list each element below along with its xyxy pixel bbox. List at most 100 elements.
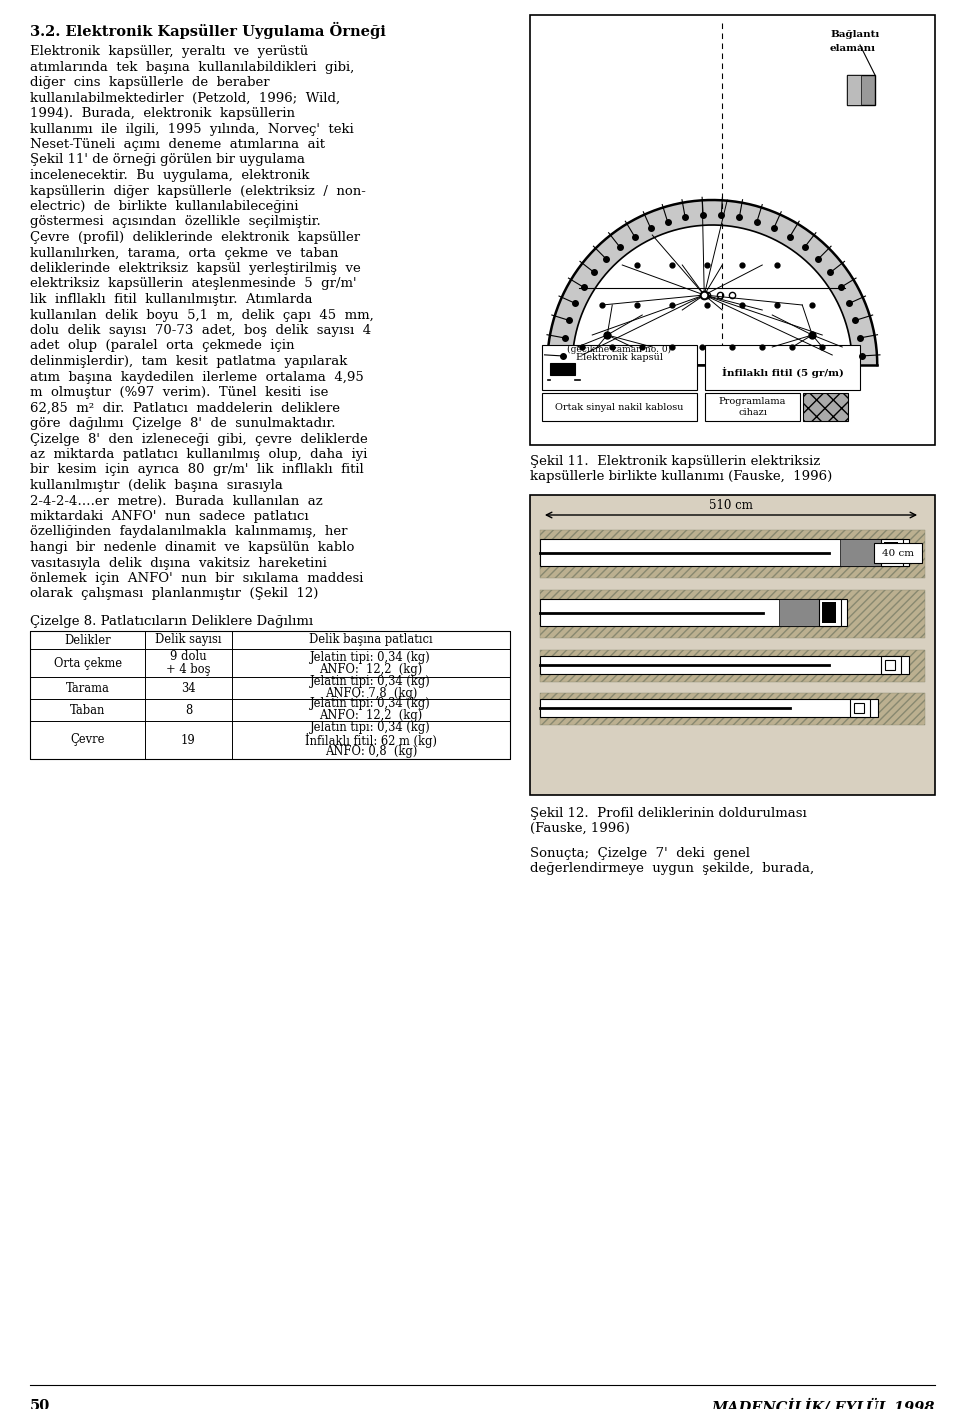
- Text: ANFO: 0,8  (kg): ANFO: 0,8 (kg): [324, 745, 417, 758]
- Text: Jelatin tipi: 0,34 (kg): Jelatin tipi: 0,34 (kg): [310, 651, 431, 664]
- Text: 34: 34: [181, 682, 196, 695]
- Text: Ortak sinyal nakil kablosu: Ortak sinyal nakil kablosu: [555, 403, 684, 411]
- Text: 40 cm: 40 cm: [882, 550, 914, 558]
- Bar: [540, 650, 925, 682]
- Text: Jelatin tipi: 0,34 (kg): Jelatin tipi: 0,34 (kg): [310, 675, 431, 689]
- Text: (gecikme zaman no. 0): (gecikme zaman no. 0): [567, 344, 672, 354]
- Text: hangi  bir  nedenle  dinamit  ve  kapsülün  kablo: hangi bir nedenle dinamit ve kapsülün ka…: [30, 541, 354, 554]
- Text: Delikler: Delikler: [64, 634, 111, 647]
- Text: kullanılmıştır  (delik  başına  sırasıyla: kullanılmıştır (delik başına sırasıyla: [30, 479, 283, 492]
- Text: değerlendirmeye  uygun  şekilde,  burada,: değerlendirmeye uygun şekilde, burada,: [530, 862, 814, 875]
- Bar: [705, 345, 860, 390]
- Text: Çizelge 8. Patlatıcıların Deliklere Dağılımı: Çizelge 8. Patlatıcıların Deliklere Dağı…: [30, 614, 313, 628]
- Text: MADENCİLİK/ EYLÜL 1998: MADENCİLİK/ EYLÜL 1998: [711, 1399, 935, 1409]
- Text: atımlarında  tek  başına  kullanılabildikleri  gibi,: atımlarında tek başına kullanılabildikle…: [30, 61, 354, 73]
- Bar: [854, 703, 864, 713]
- Text: Bağlantı: Bağlantı: [830, 30, 879, 39]
- Text: 510 cm: 510 cm: [709, 499, 753, 511]
- Text: Şekil 11.  Elektronik kapsüllerin elektriksiz: Şekil 11. Elektronik kapsüllerin elektri…: [530, 455, 820, 468]
- Text: (Fauske, 1996): (Fauske, 1996): [530, 821, 630, 836]
- Bar: [540, 530, 925, 578]
- Text: kullanılırken,  tarama,  orta  çekme  ve  taban: kullanılırken, tarama, orta çekme ve tab…: [30, 247, 338, 259]
- Bar: [540, 538, 909, 566]
- Text: İnfilaklı fitil (5 gr/m): İnfilaklı fitil (5 gr/m): [722, 366, 844, 378]
- Bar: [530, 495, 935, 795]
- Text: 2-4-2-4….er  metre).  Burada  kullanılan  az: 2-4-2-4….er metre). Burada kullanılan az: [30, 495, 323, 507]
- Bar: [819, 599, 841, 627]
- Text: miktardaki  ANFO'  nun  sadece  patlatıcı: miktardaki ANFO' nun sadece patlatıcı: [30, 510, 308, 523]
- Text: diğer  cins  kapsüllerle  de  beraber: diğer cins kapsüllerle de beraber: [30, 76, 270, 89]
- Text: az  miktarda  patlatıcı  kullanılmış  olup,  daha  iyi: az miktarda patlatıcı kullanılmış olup, …: [30, 448, 368, 461]
- Text: 62,85  m²  dir.  Patlatıcı  maddelerin  deliklere: 62,85 m² dir. Patlatıcı maddelerin delik…: [30, 402, 340, 414]
- Text: göstermesi  açısından  özellikle  seçilmiştir.: göstermesi açısından özellikle seçilmişt…: [30, 216, 321, 228]
- Text: adet  olup  (paralel  orta  çekmede  için: adet olup (paralel orta çekmede için: [30, 340, 295, 352]
- Text: vasıtasıyla  delik  dışına  vakitsiz  hareketini: vasıtasıyla delik dışına vakitsiz hareke…: [30, 557, 326, 569]
- Text: incelenecektir.  Bu  uygulama,  elektronik: incelenecektir. Bu uygulama, elektronik: [30, 169, 309, 182]
- Bar: [550, 364, 575, 375]
- Polygon shape: [540, 530, 925, 578]
- Text: Elektronik kapsül: Elektronik kapsül: [576, 352, 663, 362]
- Text: bir  kesim  için  ayrıca  80  gr/m'  lik  infllaklı  fitil: bir kesim için ayrıca 80 gr/m' lik infll…: [30, 464, 364, 476]
- Bar: [542, 345, 697, 390]
- Text: delinmişlerdir),  tam  kesit  patlatma  yapılarak: delinmişlerdir), tam kesit patlatma yapı…: [30, 355, 348, 368]
- Text: Şekil 11' de örneği görülen bir uygulama: Şekil 11' de örneği görülen bir uygulama: [30, 154, 305, 166]
- Text: 8: 8: [184, 703, 192, 717]
- Bar: [874, 544, 922, 564]
- Bar: [779, 599, 819, 627]
- Polygon shape: [540, 693, 925, 726]
- Text: lik  infllaklı  fitil  kullanılmıştır.  Atımlarda: lik infllaklı fitil kullanılmıştır. Atım…: [30, 293, 313, 306]
- Text: ANFO: 7,8  (kg): ANFO: 7,8 (kg): [324, 688, 417, 700]
- Text: Jelatin tipi: 0,34 (kg): Jelatin tipi: 0,34 (kg): [310, 721, 431, 734]
- Bar: [884, 541, 898, 564]
- Bar: [30, 631, 510, 759]
- Bar: [540, 655, 909, 675]
- Bar: [847, 75, 861, 106]
- Text: 9 dolu: 9 dolu: [170, 651, 206, 664]
- Text: elamanı: elamanı: [830, 44, 876, 54]
- Polygon shape: [540, 650, 925, 682]
- Text: Neset-Tüneli  açımı  deneme  atımlarına  ait: Neset-Tüneli açımı deneme atımlarına ait: [30, 138, 325, 151]
- Text: Şekil 12.  Profil deliklerinin doldurulması: Şekil 12. Profil deliklerinin doldurulma…: [530, 807, 806, 820]
- Text: kapsüllerin  diğer  kapsüllerle  (elektriksiz  /  non-: kapsüllerin diğer kapsüllerle (elektriks…: [30, 185, 366, 197]
- Text: olarak  çalışması  planlanmıştır  (Şekil  12): olarak çalışması planlanmıştır (Şekil 12…: [30, 588, 319, 600]
- Bar: [885, 659, 895, 671]
- Text: özelliğinden  faydalanılmakla  kalınmamış,  her: özelliğinden faydalanılmakla kalınmamış,…: [30, 526, 348, 538]
- Text: kullanımı  ile  ilgili,  1995  yılında,  Norveç'  teki: kullanımı ile ilgili, 1995 yılında, Norv…: [30, 123, 353, 135]
- Bar: [540, 693, 925, 726]
- Bar: [850, 699, 870, 717]
- Text: göre  dağılımı  Çizelge  8'  de  sunulmaktadır.: göre dağılımı Çizelge 8' de sunulmaktadı…: [30, 417, 335, 430]
- Polygon shape: [547, 200, 877, 365]
- Text: kullanılabilmektedirler  (Petzold,  1996;  Wild,: kullanılabilmektedirler (Petzold, 1996; …: [30, 92, 340, 104]
- Bar: [540, 599, 848, 627]
- Text: + 4 boş: + 4 boş: [166, 662, 210, 675]
- Text: önlemek  için  ANFO'  nun  bir  sıkılama  maddesi: önlemek için ANFO' nun bir sıkılama madd…: [30, 572, 364, 585]
- Text: Delik başına patlatıcı: Delik başına patlatıcı: [309, 634, 433, 647]
- Text: Sonuçta;  Çizelge  7'  deki  genel: Sonuçta; Çizelge 7' deki genel: [530, 847, 750, 859]
- Text: Çizelge  8'  den  izleneceği  gibi,  çevre  deliklerde: Çizelge 8' den izleneceği gibi, çevre de…: [30, 433, 368, 445]
- Text: ANFO:  12,2  (kg): ANFO: 12,2 (kg): [319, 662, 422, 675]
- Text: 50: 50: [30, 1399, 50, 1409]
- Text: İnfilaklı fitil: 62 m (kg): İnfilaklı fitil: 62 m (kg): [304, 733, 437, 748]
- Text: dolu  delik  sayısı  70-73  adet,  boş  delik  sayısı  4: dolu delik sayısı 70-73 adet, boş delik …: [30, 324, 372, 337]
- Text: Çevre: Çevre: [70, 734, 105, 747]
- Text: elektriksiz  kapsüllerin  ateşlenmesinde  5  gr/m': elektriksiz kapsüllerin ateşlenmesinde 5…: [30, 278, 356, 290]
- Bar: [822, 602, 836, 623]
- Text: Programlama
cihazı: Programlama cihazı: [719, 397, 786, 417]
- Text: m  olmuştur  (%97  verim).  Tünel  kesiti  ise: m olmuştur (%97 verim). Tünel kesiti ise: [30, 386, 328, 399]
- Text: ANFO:  12,2  (kg): ANFO: 12,2 (kg): [319, 710, 422, 723]
- Text: Tarama: Tarama: [65, 682, 109, 695]
- Text: kapsüllerle birlikte kullanımı (Fauske,  1996): kapsüllerle birlikte kullanımı (Fauske, …: [530, 471, 832, 483]
- Text: electric)  de  birlikte  kullanılabileceğini: electric) de birlikte kullanılabileceğin…: [30, 200, 299, 213]
- Bar: [840, 538, 881, 566]
- Polygon shape: [547, 200, 877, 365]
- Text: atım  başına  kaydedilen  ilerleme  ortalama  4,95: atım başına kaydedilen ilerleme ortalama…: [30, 371, 364, 383]
- Text: Delik sayısı: Delik sayısı: [156, 634, 222, 647]
- Text: Elektronik  kapsüller,  yeraltı  ve  yerüstü: Elektronik kapsüller, yeraltı ve yerüstü: [30, 45, 308, 58]
- Polygon shape: [540, 590, 925, 638]
- Text: Taban: Taban: [70, 703, 106, 717]
- Text: Çevre  (profil)  deliklerinde  elektronik  kapsüller: Çevre (profil) deliklerinde elektronik k…: [30, 231, 360, 244]
- Bar: [803, 393, 848, 421]
- Bar: [705, 393, 800, 421]
- Text: 3.2. Elektronik Kapsüller Uygulama Örneği: 3.2. Elektronik Kapsüller Uygulama Örneğ…: [30, 23, 386, 39]
- Bar: [542, 393, 697, 421]
